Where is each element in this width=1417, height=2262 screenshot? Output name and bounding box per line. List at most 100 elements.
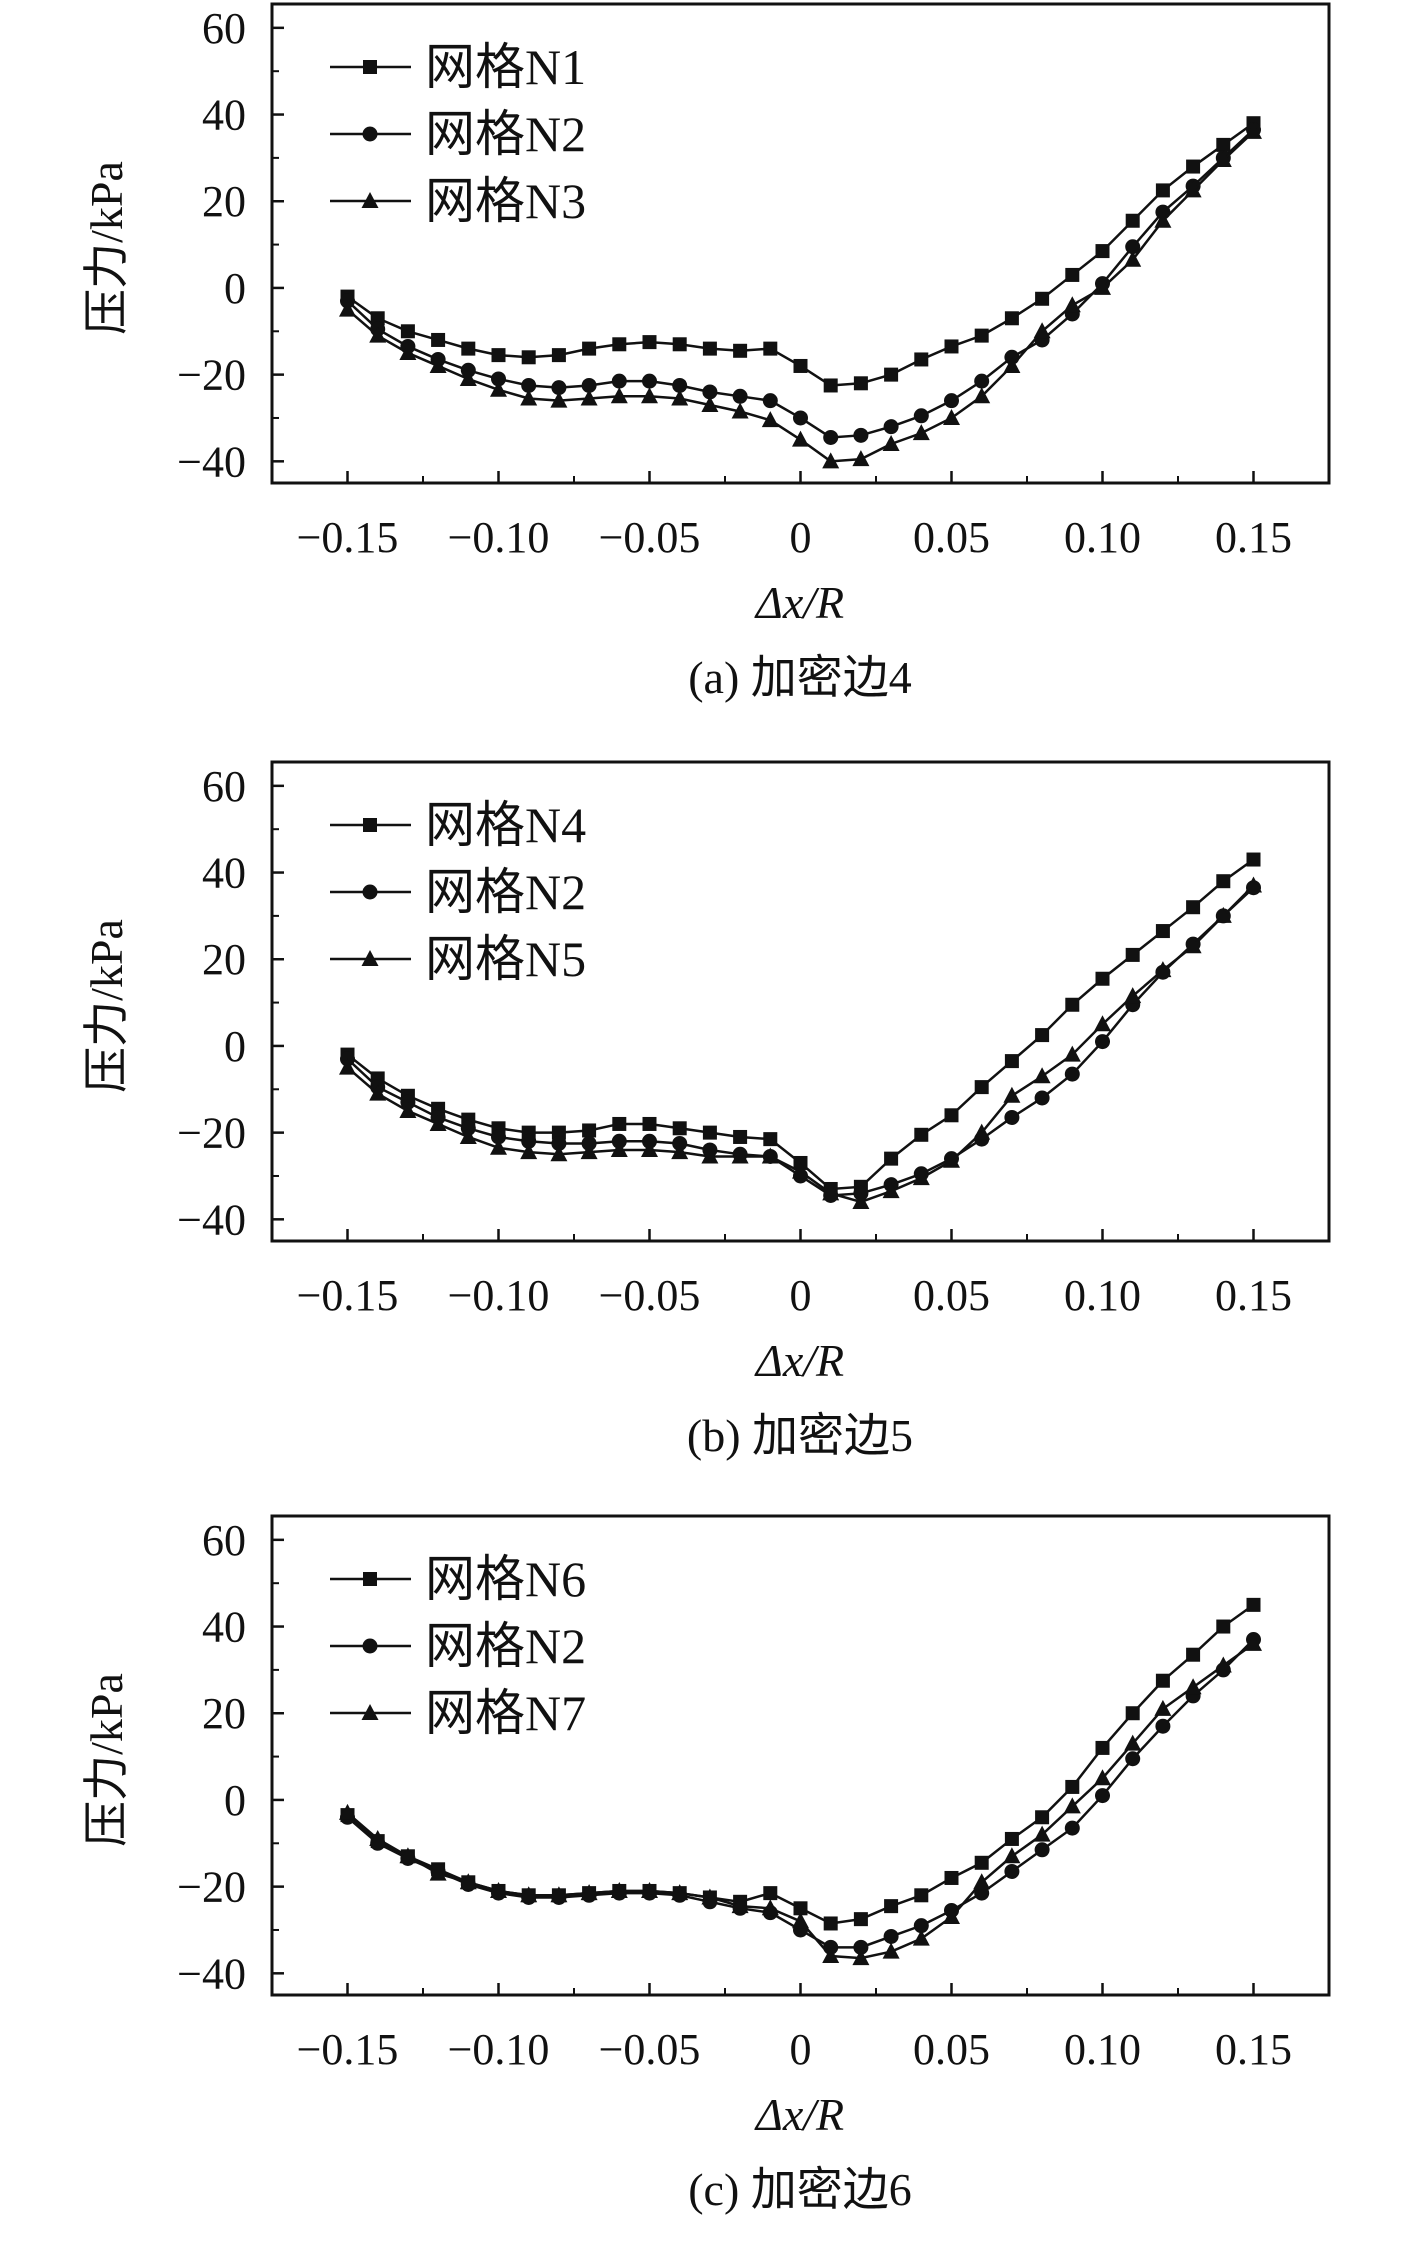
y-tick-label: −20 <box>177 351 246 400</box>
y-tick-label: −20 <box>177 1109 246 1158</box>
data-point <box>370 311 385 326</box>
data-point <box>1063 1045 1081 1062</box>
data-point <box>491 348 506 363</box>
figure-caption: (b) 加密边5 <box>687 1410 913 1461</box>
data-point <box>702 341 717 356</box>
legend-label: 网格N2 <box>425 864 586 920</box>
data-point <box>762 393 778 409</box>
data-point <box>580 389 598 406</box>
data-point <box>763 1132 778 1147</box>
y-tick-label: 20 <box>202 177 246 226</box>
data-point <box>429 1114 447 1131</box>
data-point <box>913 408 929 424</box>
legend-marker-circle-icon <box>362 1638 378 1654</box>
y-tick-label: 0 <box>224 1776 246 1825</box>
data-point <box>792 1162 809 1179</box>
data-point <box>399 1101 417 1118</box>
y-axis-label: 压力/kPa <box>81 919 132 1093</box>
data-point <box>1216 137 1231 152</box>
data-point <box>610 387 628 404</box>
x-tick-label: 0 <box>790 1271 812 1320</box>
data-point <box>339 1058 356 1075</box>
data-point <box>912 1169 930 1186</box>
data-point <box>1094 278 1111 295</box>
data-point <box>1095 1788 1110 1804</box>
y-tick-label: 20 <box>202 935 246 984</box>
data-point <box>1003 1847 1021 1864</box>
data-point <box>853 376 868 391</box>
data-point <box>400 324 415 339</box>
x-tick-label: 0.10 <box>1064 513 1141 562</box>
x-tick-label: −0.15 <box>297 513 399 562</box>
legend-marker-triangle-icon <box>361 192 379 208</box>
x-tick-label: −0.10 <box>448 513 550 562</box>
data-point <box>459 1873 477 1890</box>
data-point <box>490 380 507 397</box>
data-point <box>1063 296 1081 313</box>
series-line <box>346 122 1255 387</box>
data-point <box>671 389 689 406</box>
data-point <box>1004 311 1019 326</box>
data-point <box>582 1123 597 1138</box>
data-point <box>1216 1619 1231 1634</box>
chart-panel-c: 60 40 20 0 −20 −40 −0.15 −0.10 −0.05 0 0.05 0.10 0.1… <box>0 1512 1417 2262</box>
data-point <box>974 1855 989 1870</box>
data-point <box>399 1847 417 1864</box>
data-point <box>1214 906 1232 923</box>
data-point <box>642 335 657 350</box>
data-point <box>973 387 991 404</box>
data-point <box>611 373 627 389</box>
data-point <box>1004 1831 1019 1846</box>
x-axis-label: Δx/R <box>754 577 844 628</box>
data-point <box>1094 1015 1111 1032</box>
data-point <box>974 1885 990 1901</box>
data-point <box>973 1873 991 1890</box>
data-point <box>581 377 597 393</box>
data-point <box>701 1888 719 1905</box>
y-tick-label: 60 <box>202 1516 246 1565</box>
x-tick-label: −0.10 <box>448 1271 550 1320</box>
data-point <box>1035 1810 1050 1825</box>
data-point <box>369 1084 387 1101</box>
data-point <box>701 395 719 412</box>
figure-caption: (c) 加密边6 <box>688 2164 912 2215</box>
legend-marker-square-icon <box>363 818 377 832</box>
data-point <box>642 1116 657 1131</box>
data-point <box>1154 1699 1172 1716</box>
data-point <box>1065 267 1080 282</box>
data-point <box>853 1939 869 1955</box>
data-point <box>551 348 566 363</box>
data-point <box>582 341 597 356</box>
legend-item: 网格N4 <box>330 797 586 853</box>
data-point <box>1186 900 1201 915</box>
data-point <box>852 450 870 467</box>
data-point <box>612 1116 627 1131</box>
data-point <box>822 1184 840 1201</box>
data-point <box>884 367 899 382</box>
x-axis-label: Δx/R <box>754 2089 844 2140</box>
y-axis-label: 压力/kPa <box>81 1673 132 1847</box>
x-tick-label: −0.05 <box>599 513 701 562</box>
data-point <box>610 1881 628 1898</box>
data-point <box>1095 244 1110 259</box>
data-point <box>943 1907 960 1924</box>
data-point <box>1004 1109 1020 1125</box>
data-point <box>793 410 808 426</box>
data-point <box>339 300 356 317</box>
data-point <box>884 1151 899 1166</box>
data-point <box>429 356 447 373</box>
legend-label: 网格N4 <box>425 797 586 853</box>
x-tick-label: −0.05 <box>599 2025 701 2074</box>
legend-item: 网格N5 <box>330 931 586 987</box>
data-point <box>1064 1066 1080 1082</box>
data-point <box>914 1888 929 1903</box>
data-point <box>431 332 446 347</box>
data-point <box>1094 1769 1111 1786</box>
legend-item: 网格N2 <box>330 106 586 162</box>
data-point <box>823 378 838 393</box>
data-point <box>1125 239 1141 255</box>
data-point <box>672 1121 687 1136</box>
data-point <box>883 1928 899 1944</box>
data-point <box>1214 151 1232 168</box>
data-point <box>914 1127 929 1142</box>
